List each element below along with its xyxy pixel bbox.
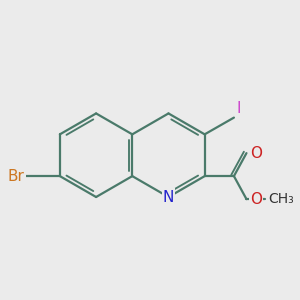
Text: O: O [250, 192, 262, 207]
Text: O: O [250, 146, 262, 160]
Text: Br: Br [8, 169, 24, 184]
Text: I: I [236, 100, 241, 116]
Text: CH₃: CH₃ [268, 192, 294, 206]
Text: N: N [163, 190, 174, 205]
